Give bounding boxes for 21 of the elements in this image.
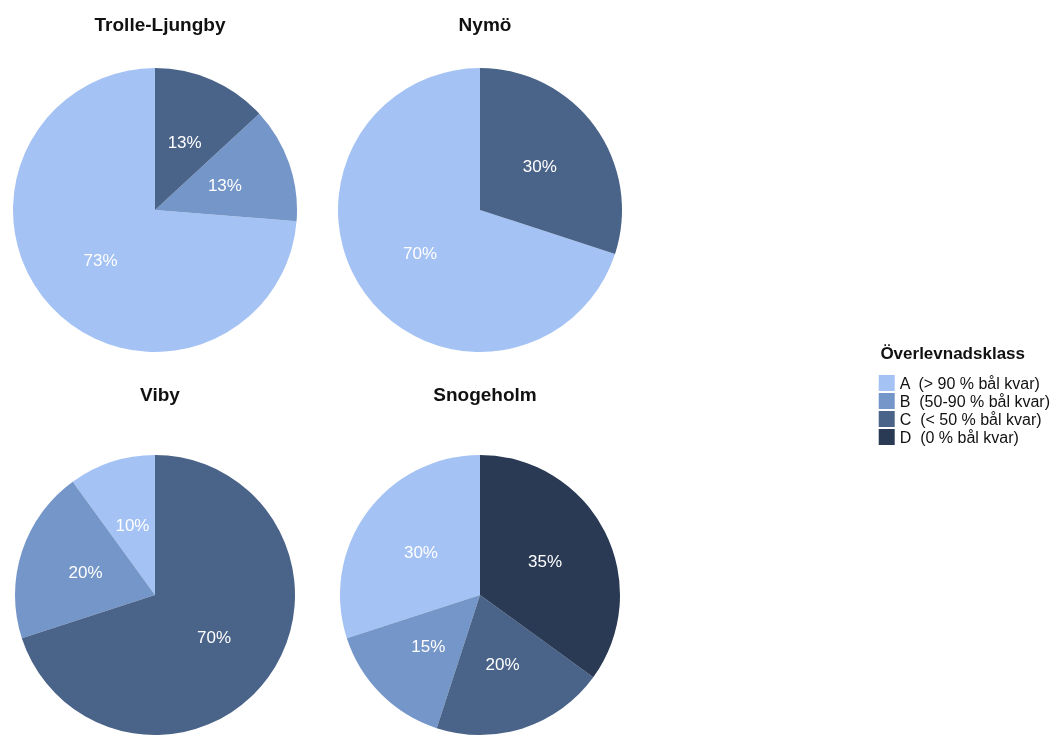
chart-title: Viby [140,384,181,405]
data-label: 30% [403,542,438,562]
data-label: 70% [403,244,438,263]
data-label: 10% [115,516,150,536]
chart-title: Nymö [458,14,512,35]
legend-label: D (0 % bål kvar) [899,428,1019,446]
data-label: 15% [411,637,446,657]
legend-label: C (< 50 % bål kvar) [899,410,1042,428]
data-label: 20% [485,654,520,674]
data-label: 30% [522,157,557,176]
legend-label: A (> 90 % bål kvar) [899,374,1040,392]
data-label: 13% [167,132,202,152]
data-label: 13% [207,176,242,196]
data-label: 20% [68,562,103,582]
data-label: 73% [83,250,118,270]
legend-title: Överlevnadsklass [880,344,1026,363]
text: Snogeholm [433,384,537,405]
legend-label: B (50-90 % bål kvar) [899,392,1050,410]
data-label: 70% [197,628,232,648]
chart-title: Trolle-Ljungby [94,14,226,35]
data-label: 35% [528,552,563,572]
